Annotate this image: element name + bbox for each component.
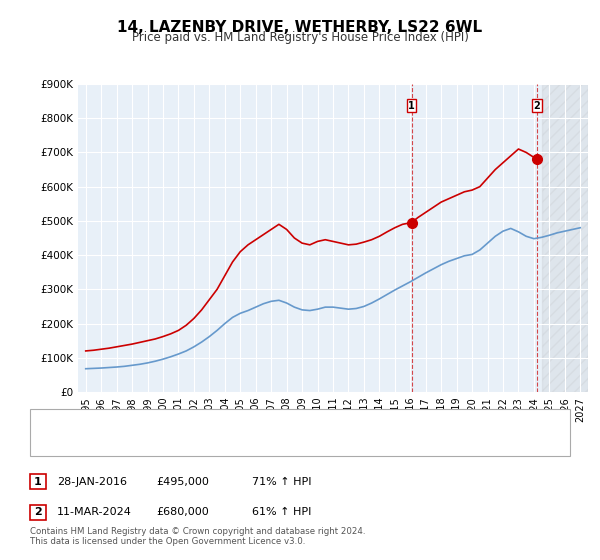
Text: 1: 1 [408,101,415,110]
Text: HPI: Average price, detached house, Leeds: HPI: Average price, detached house, Leed… [78,438,292,449]
Text: 14, LAZENBY DRIVE, WETHERBY, LS22 6WL (detached house): 14, LAZENBY DRIVE, WETHERBY, LS22 6WL (d… [78,417,384,427]
Text: 1: 1 [34,477,41,487]
Text: Contains HM Land Registry data © Crown copyright and database right 2024.
This d: Contains HM Land Registry data © Crown c… [30,526,365,546]
Text: 28-JAN-2016: 28-JAN-2016 [57,477,127,487]
Text: £680,000: £680,000 [156,507,209,517]
Text: 11-MAR-2024: 11-MAR-2024 [57,507,132,517]
Text: 71% ↑ HPI: 71% ↑ HPI [252,477,311,487]
Text: 2: 2 [34,507,41,517]
Text: ——: —— [48,437,73,450]
Text: ——: —— [48,415,73,428]
Text: £495,000: £495,000 [156,477,209,487]
Text: 14, LAZENBY DRIVE, WETHERBY, LS22 6WL: 14, LAZENBY DRIVE, WETHERBY, LS22 6WL [118,20,482,35]
Text: Price paid vs. HM Land Registry's House Price Index (HPI): Price paid vs. HM Land Registry's House … [131,31,469,44]
Text: 2: 2 [533,101,540,110]
Text: 61% ↑ HPI: 61% ↑ HPI [252,507,311,517]
